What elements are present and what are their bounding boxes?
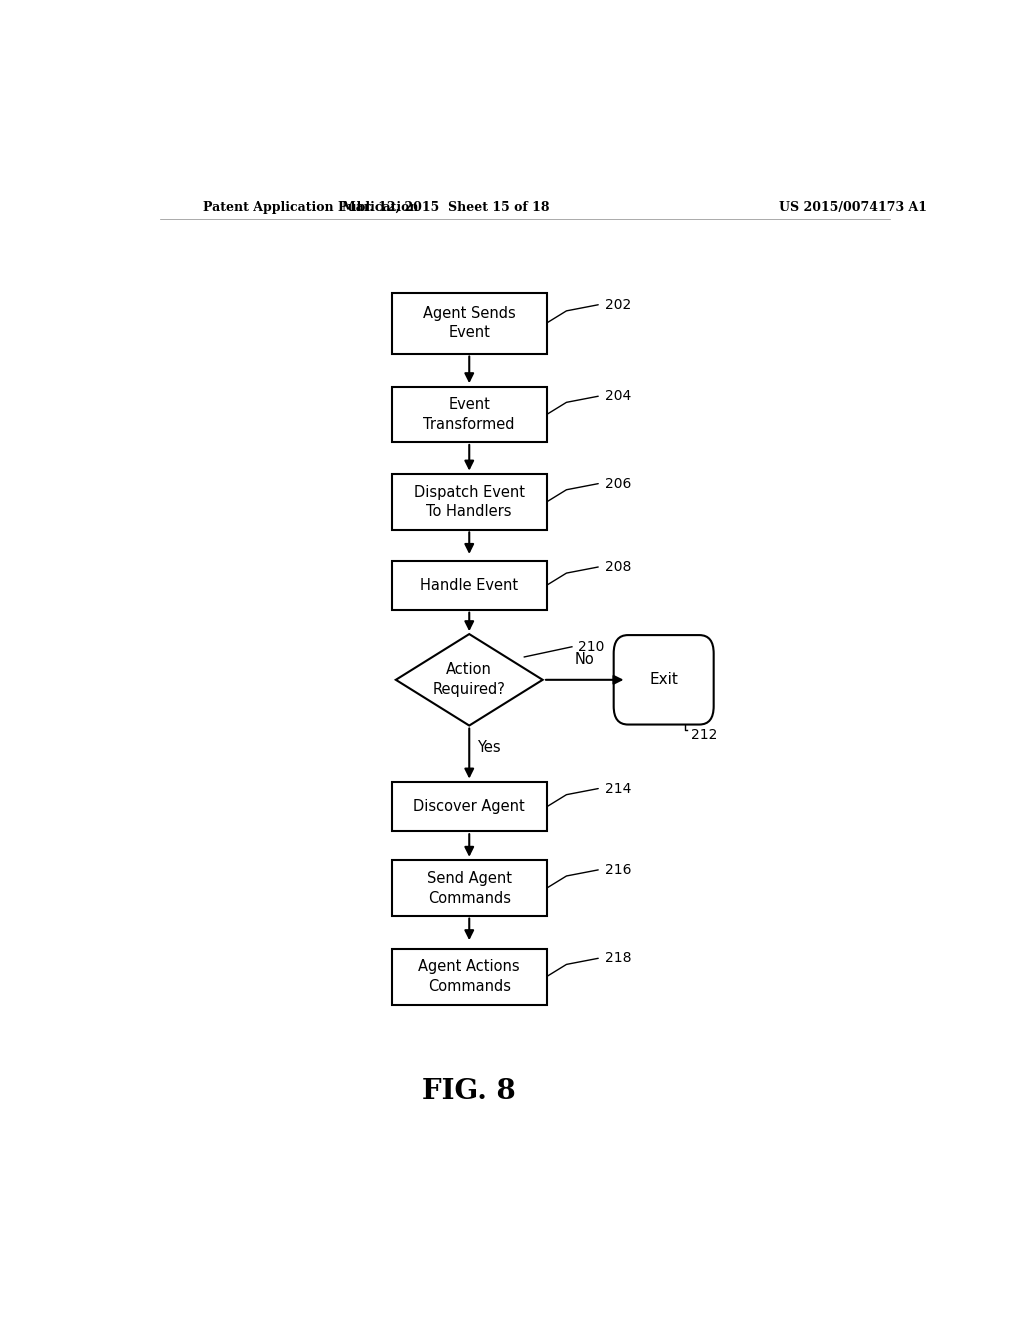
Text: 202: 202 (604, 298, 631, 312)
Text: 208: 208 (604, 560, 631, 574)
Text: Exit: Exit (649, 672, 678, 688)
FancyBboxPatch shape (392, 949, 547, 1005)
Text: Patent Application Publication: Patent Application Publication (204, 201, 419, 214)
Text: 212: 212 (691, 727, 718, 742)
Text: Agent Sends
Event: Agent Sends Event (423, 306, 516, 341)
Text: Action
Required?: Action Required? (433, 663, 506, 697)
Text: Dispatch Event
To Handlers: Dispatch Event To Handlers (414, 484, 524, 519)
FancyBboxPatch shape (392, 387, 547, 442)
Text: Send Agent
Commands: Send Agent Commands (427, 871, 512, 906)
Text: 204: 204 (604, 389, 631, 403)
Text: Agent Actions
Commands: Agent Actions Commands (419, 960, 520, 994)
Polygon shape (396, 634, 543, 726)
FancyBboxPatch shape (392, 474, 547, 529)
Text: 216: 216 (604, 863, 631, 876)
Text: Discover Agent: Discover Agent (414, 800, 525, 814)
Text: Yes: Yes (477, 741, 501, 755)
Text: No: No (574, 652, 595, 667)
Text: 218: 218 (604, 952, 631, 965)
FancyBboxPatch shape (613, 635, 714, 725)
Text: Handle Event: Handle Event (420, 578, 518, 593)
FancyBboxPatch shape (392, 861, 547, 916)
FancyBboxPatch shape (392, 783, 547, 832)
Text: 210: 210 (579, 640, 604, 653)
Text: US 2015/0074173 A1: US 2015/0074173 A1 (778, 201, 927, 214)
FancyBboxPatch shape (392, 561, 547, 610)
Text: 214: 214 (604, 781, 631, 796)
FancyBboxPatch shape (392, 293, 547, 354)
Text: Event
Transformed: Event Transformed (424, 397, 515, 432)
Text: 206: 206 (604, 477, 631, 491)
Text: FIG. 8: FIG. 8 (422, 1078, 516, 1105)
Text: Mar. 12, 2015  Sheet 15 of 18: Mar. 12, 2015 Sheet 15 of 18 (342, 201, 549, 214)
